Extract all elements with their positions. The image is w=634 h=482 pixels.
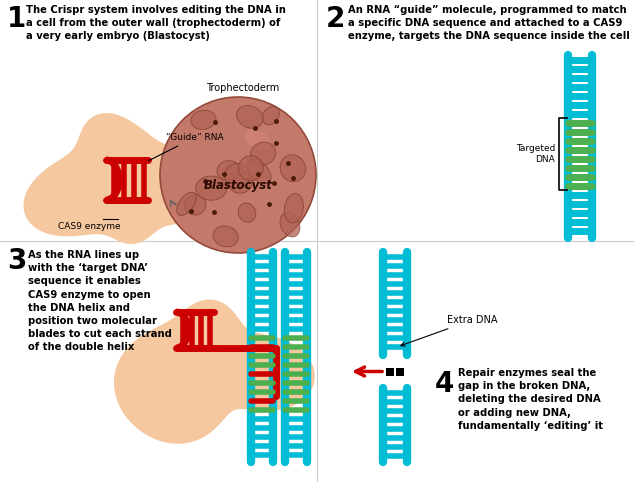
Text: Extra DNA: Extra DNA [401,315,498,346]
Text: The Crispr system involves editing the DNA in
a cell from the outer wall (trophe: The Crispr system involves editing the D… [26,5,286,41]
Ellipse shape [244,129,272,151]
Ellipse shape [247,159,271,184]
Circle shape [160,97,316,253]
Text: Targeted
DNA: Targeted DNA [515,144,555,164]
Text: 3: 3 [7,247,27,275]
Ellipse shape [238,203,256,222]
Ellipse shape [238,156,263,180]
Ellipse shape [280,213,300,237]
Ellipse shape [217,161,240,180]
Text: As the RNA lines up
with the ‘target DNA’
sequence it enables
CAS9 enzyme to ope: As the RNA lines up with the ‘target DNA… [28,250,172,352]
Text: 1: 1 [7,5,26,33]
Text: Repair enzymes seal the
gap in the broken DNA,
deleting the desired DNA
or addin: Repair enzymes seal the gap in the broke… [458,368,603,431]
Bar [396,367,404,375]
Ellipse shape [228,170,253,193]
Text: 2: 2 [326,5,346,33]
Text: Blastocyst: Blastocyst [204,178,273,191]
Ellipse shape [284,193,304,223]
Text: 4: 4 [435,370,455,398]
Ellipse shape [280,155,306,182]
Ellipse shape [213,226,238,247]
Ellipse shape [250,142,276,165]
Text: “Guide” RNA: “Guide” RNA [148,133,224,161]
Ellipse shape [236,106,263,128]
Polygon shape [23,113,227,244]
Text: Trophectoderm: Trophectoderm [207,83,280,93]
Ellipse shape [184,195,206,215]
Ellipse shape [224,163,249,188]
Text: An RNA “guide” molecule, programmed to match
a specific DNA sequence and attache: An RNA “guide” molecule, programmed to m… [348,5,630,41]
Ellipse shape [177,192,197,215]
Ellipse shape [262,107,280,125]
Text: CAS9 enzyme: CAS9 enzyme [58,222,120,231]
Ellipse shape [191,110,216,129]
Polygon shape [114,300,315,444]
Ellipse shape [195,176,227,200]
Bar [386,367,394,375]
